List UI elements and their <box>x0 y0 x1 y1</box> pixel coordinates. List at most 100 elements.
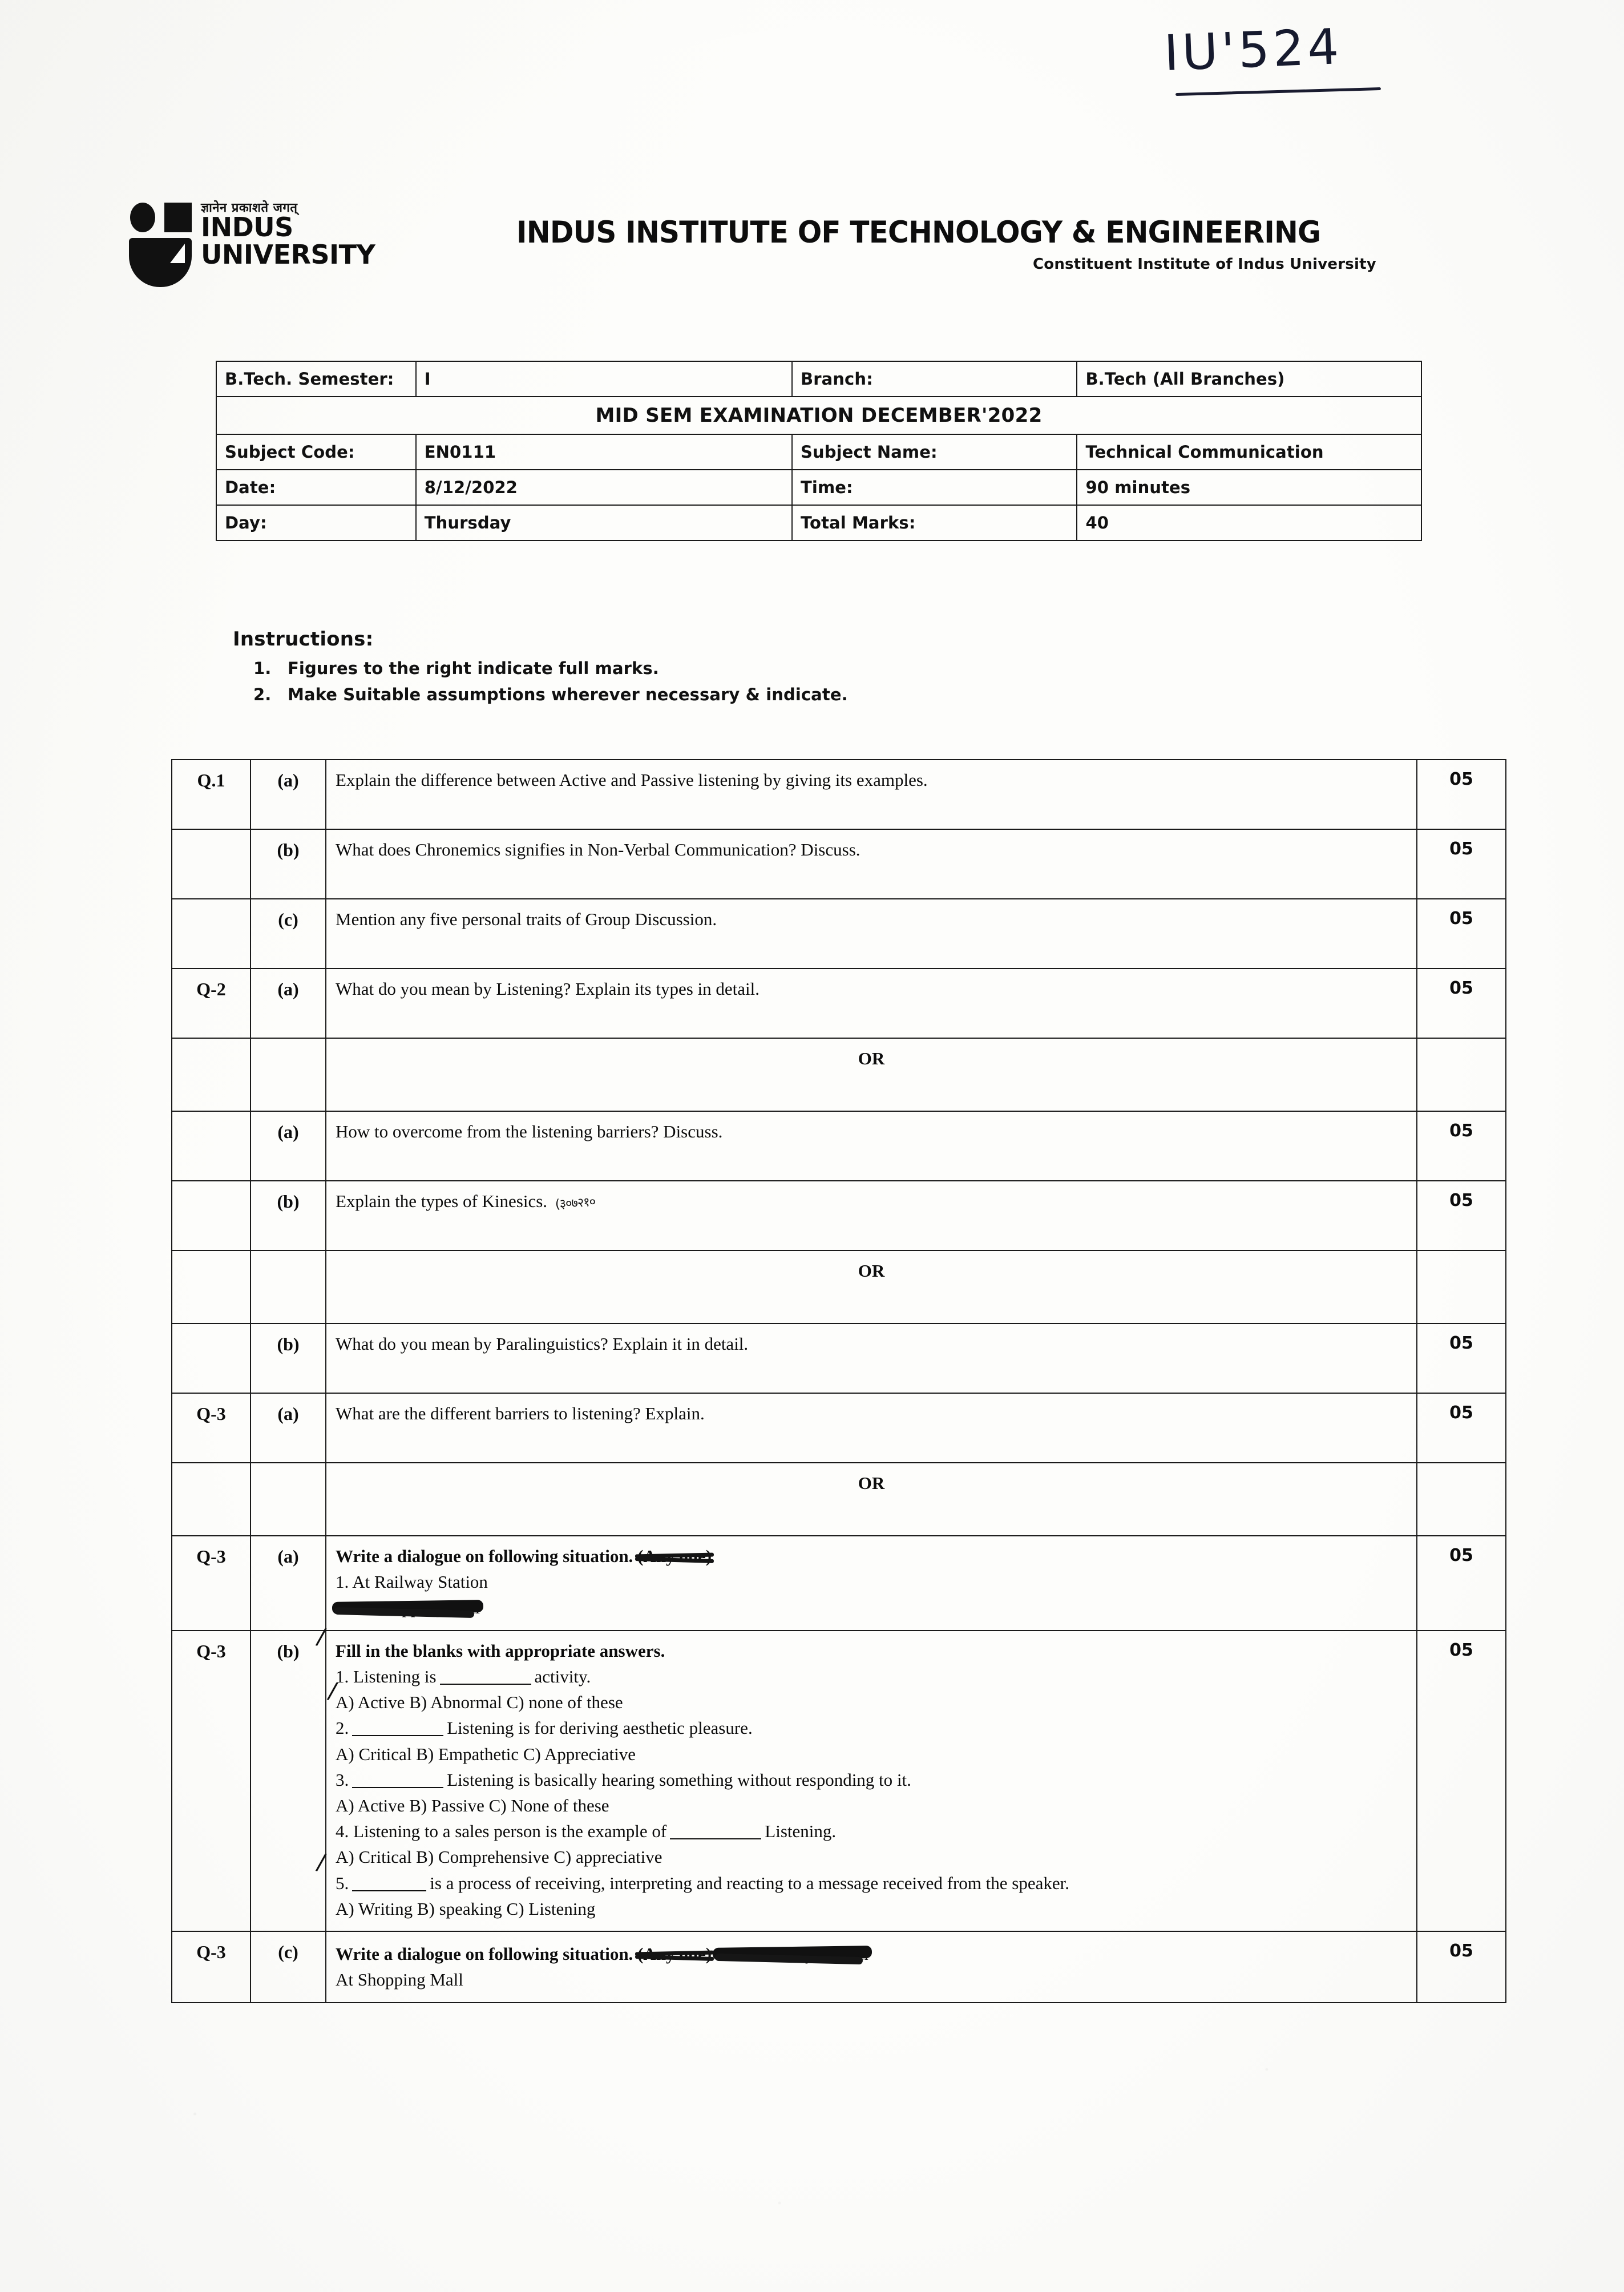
table-row: Q-3 (c) Write a dialogue on following si… <box>171 1931 1506 2003</box>
question-subpart: (a) <box>250 1393 326 1463</box>
question-subpart-empty <box>250 1250 326 1324</box>
subject-code-value: EN0111 <box>415 434 793 470</box>
logo-sanskrit-motto: ज्ञानेन प्रकाशते जगत् <box>201 201 298 215</box>
question-text-cell: Write a dialogue on following situation.… <box>325 1535 1417 1631</box>
dialogue-option-2: At Shopping Mall <box>336 1970 463 1990</box>
fill-item-2-options: A) Critical B) Empathetic C) Appreciativ… <box>336 1744 636 1764</box>
fill-item-1-after: activity. <box>534 1666 591 1686</box>
table-row-or: OR <box>171 1250 1506 1324</box>
logo-dot-shape <box>130 203 155 232</box>
question-number <box>171 898 251 969</box>
fill-item-3-blank[interactable] <box>352 1773 444 1788</box>
question-marks: 05 <box>1416 1393 1506 1463</box>
question-text-cell: Explain the types of Kinesics. (३०७२१० <box>325 1180 1417 1251</box>
info-row-date: Date: 8/12/2022 Time: 90 minutes <box>216 469 1422 506</box>
semester-label: B.Tech. Semester: <box>216 361 417 397</box>
question-marks: 05 <box>1416 898 1506 969</box>
question-subpart: (a) <box>250 1535 326 1631</box>
day-label: Day: <box>216 505 417 541</box>
handwritten-annotation: (३०७२१० <box>555 1195 596 1212</box>
table-row: Q.1 (a) Explain the difference between A… <box>171 759 1506 830</box>
table-row: (b) Explain the types of Kinesics. (३०७२१… <box>171 1180 1506 1251</box>
fill-item-2-num: 2. <box>336 1718 349 1738</box>
question-text: What do you mean by Paralinguistics? Exp… <box>325 1323 1417 1394</box>
question-number: Q-3 <box>171 1393 251 1463</box>
indus-shield-icon <box>127 203 194 287</box>
fill-item-4-num: 4. <box>336 1821 349 1842</box>
total-marks-value: 40 <box>1076 505 1422 541</box>
question-number-empty <box>171 1462 251 1536</box>
total-marks-label: Total Marks: <box>791 505 1078 541</box>
instructions-title: Instructions: <box>233 628 374 651</box>
question-number <box>171 1180 251 1251</box>
question-text: Explain the difference between Active an… <box>325 759 1417 830</box>
question-marks: 05 <box>1416 1629 1506 1932</box>
institute-title: INDUS INSTITUTE OF TECHNOLOGY & ENGINEER… <box>516 215 1321 250</box>
question-marks: 05 <box>1416 1535 1506 1631</box>
question-text: What do you mean by Listening? Explain i… <box>325 968 1417 1039</box>
fill-item-3-num: 3. <box>336 1769 349 1790</box>
day-value: Thursday <box>415 505 793 541</box>
question-number: Q.1 <box>171 759 251 830</box>
question-subpart: (b) <box>250 1180 326 1251</box>
fill-item-1: 1. Listening is activity. <box>336 1665 1407 1688</box>
question-marks: 05 <box>1416 759 1506 830</box>
fill-item-5-options: A) Writing B) speaking C) Listening <box>336 1898 596 1919</box>
question-subpart: (b) <box>250 1323 326 1394</box>
question-text: What are the different barriers to liste… <box>325 1393 1417 1463</box>
question-number-empty <box>171 1250 251 1324</box>
fill-item-1-blank[interactable] <box>439 1670 531 1685</box>
question-number-empty <box>171 1038 251 1112</box>
question-marks: 05 <box>1416 829 1506 899</box>
fill-item-5-blank[interactable] <box>352 1877 427 1891</box>
question-marks: 05 <box>1416 968 1506 1039</box>
fill-item-4-options: A) Critical B) Comprehensive C) apprecia… <box>336 1847 662 1867</box>
info-row-subject: Subject Code: EN0111 Subject Name: Techn… <box>216 434 1422 470</box>
date-value: 8/12/2022 <box>415 469 793 506</box>
table-row: Q-2 (a) What do you mean by Listening? E… <box>171 968 1506 1039</box>
question-marks: 05 <box>1416 1931 1506 2003</box>
question-number: Q-3 <box>171 1931 251 2003</box>
table-row: (b) What does Chronemics signifies in No… <box>171 829 1506 899</box>
fill-item-5-num: 5. <box>336 1873 349 1893</box>
question-marks: 05 <box>1416 1323 1506 1394</box>
question-subpart: (a) <box>250 759 326 830</box>
info-row-day: Day: Thursday Total Marks: 40 <box>216 505 1422 541</box>
question-marks: 05 <box>1416 1111 1506 1181</box>
dialogue-heading: Write a dialogue on following situation. <box>336 1546 633 1566</box>
question-subpart: (a) <box>250 968 326 1039</box>
table-row: (a) How to overcome from the listening b… <box>171 1111 1506 1181</box>
subject-name-value: Technical Communication <box>1076 434 1422 470</box>
fill-item-1-options: A) Active B) Abnormal C) none of these <box>336 1692 623 1713</box>
subject-code-label: Subject Code: <box>216 434 417 470</box>
logo-wordmark-line2: UNIVERSITY <box>201 239 375 270</box>
date-label: Date: <box>216 469 417 506</box>
table-row: Q-3 (a) Write a dialogue on following si… <box>171 1535 1506 1631</box>
handwritten-code: IU'524 <box>1163 18 1343 82</box>
table-row-or: OR <box>171 1462 1506 1536</box>
subject-name-label: Subject Name: <box>791 434 1078 470</box>
branch-label: Branch: <box>791 361 1078 397</box>
dialogue-heading-anyone-struck: (Any one) <box>637 1942 712 1966</box>
question-text: What does Chronemics signifies in Non-Ve… <box>325 829 1417 899</box>
exam-info-table: B.Tech. Semester: I Branch: B.Tech (All … <box>216 361 1422 541</box>
dialogue-option-1: 1. At Railway Station <box>336 1572 488 1592</box>
instruction-text-1: Figures to the right indicate full marks… <box>288 659 659 678</box>
time-label: Time: <box>791 469 1078 506</box>
exam-title: MID SEM EXAMINATION DECEMBER'2022 <box>216 396 1422 435</box>
table-row: (c) Mention any five personal traits of … <box>171 898 1506 969</box>
table-row: Q-3 (b) Fill in the blanks with appropri… <box>171 1629 1506 1932</box>
handwritten-code-underline <box>1175 87 1381 96</box>
question-text: Mention any five personal traits of Grou… <box>325 898 1417 969</box>
logo-shield-shape <box>129 238 192 287</box>
question-subpart-empty <box>250 1038 326 1112</box>
fill-item-4-blank[interactable] <box>670 1825 762 1840</box>
semester-value: I <box>415 361 793 397</box>
fill-item-2-blank[interactable] <box>352 1721 444 1737</box>
instruction-item-2: 2. Make Suitable assumptions wherever ne… <box>253 685 848 704</box>
question-number: Q-2 <box>171 968 251 1039</box>
branch-value: B.Tech (All Branches) <box>1076 361 1422 397</box>
instructions-block: Instructions: 1. Figures to the right in… <box>233 628 848 711</box>
info-row-exam-title: MID SEM EXAMINATION DECEMBER'2022 <box>216 396 1422 435</box>
